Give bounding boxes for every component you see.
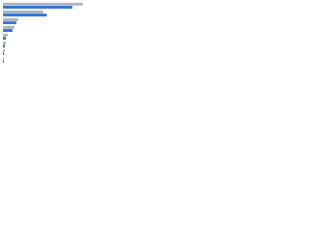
bar [3, 52, 4, 56]
bar [3, 33, 8, 37]
bar [3, 26, 15, 29]
chart [0, 0, 100, 71]
bar [3, 13, 47, 17]
bar [3, 29, 13, 32]
bar [3, 44, 5, 48]
bar [3, 36, 6, 40]
bar [3, 60, 4, 63]
bar [3, 49, 5, 53]
bar [3, 5, 73, 9]
bar [3, 18, 19, 22]
bar [3, 10, 43, 14]
page: (() => { const data = JSON.parse(documen… [0, 0, 320, 71]
bar [3, 41, 6, 45]
bar [3, 2, 83, 6]
bar [3, 21, 17, 25]
bar [3, 57, 4, 60]
